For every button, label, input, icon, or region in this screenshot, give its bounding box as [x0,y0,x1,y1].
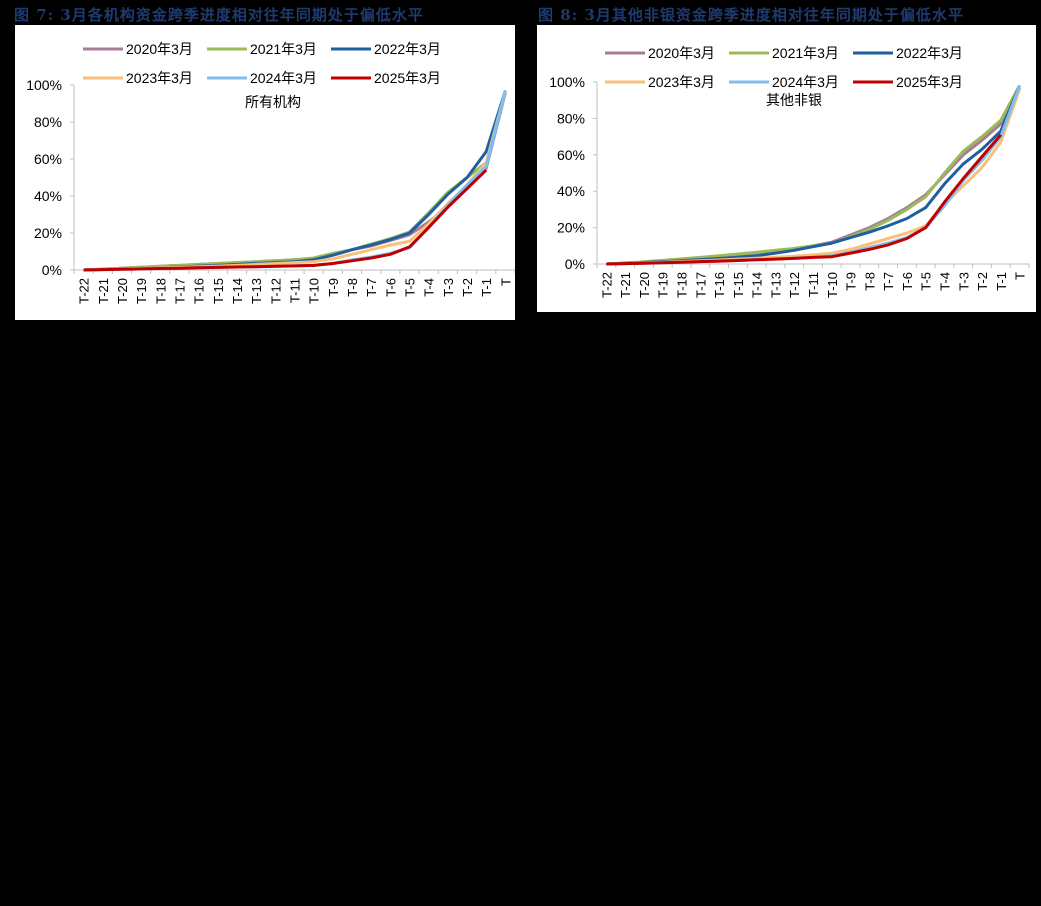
x-tick-label: T-3 [441,278,456,297]
x-tick-label: T-9 [326,278,341,297]
legend-label: 2025年3月 [374,70,441,86]
series-line-20253 [83,169,488,272]
x-tick-label: T-10 [825,272,840,298]
series-line-20203 [606,86,1021,266]
x-tick-label: T-13 [249,278,264,304]
x-tick-label: T-7 [364,278,379,297]
series-line-20213 [83,90,507,272]
x-tick-label: T-9 [844,272,859,291]
series-line-20233 [606,88,1022,266]
x-tick-label: T-14 [750,272,765,298]
x-tick-label: T-3 [956,272,971,291]
y-tick-label: 40% [557,183,585,199]
x-tick-label: T-12 [268,278,283,304]
x-tick-label: T-5 [403,278,418,297]
y-tick-label: 60% [34,151,62,167]
x-tick-label: T-8 [345,278,360,297]
x-tick-label: T-11 [806,272,821,297]
x-tick-label: T-19 [134,278,149,304]
x-tick-label: T-18 [153,278,168,304]
x-tick-label: T-17 [693,272,708,298]
x-tick-label: T-6 [900,272,915,291]
chart-subtitle: 其他非银 [766,92,822,108]
x-tick-label: T-18 [675,272,690,298]
x-tick-label: T-1 [994,272,1009,291]
x-tick-label: T-11 [288,278,303,303]
legend-label: 2022年3月 [374,41,441,57]
legend-label: 2020年3月 [648,45,715,61]
series-line-20243 [606,85,1022,266]
series-line-20203 [83,92,507,272]
x-tick-label: T-12 [787,272,802,298]
chart-panel-other-nonbank: 0% 20% 40% 60% 80% 100% T-22 T-21 T-20 T-19 T-18 T-… [537,25,1036,312]
x-tick-label: T-15 [731,272,746,298]
x-tick-label: T-16 [712,272,727,298]
x-tick-label: T-20 [115,278,130,304]
x-tick-label: T-4 [422,278,437,297]
y-tick-label: 0% [42,262,62,278]
y-tick-label: 40% [34,188,62,204]
x-tick-label: T-20 [637,272,652,298]
x-tick-label: T-19 [656,272,671,298]
line-chart-other-nonbank: 0%20%40%60%80%100%T-22 T-21 T-20 T-19 T-18 T-… [549,45,1030,298]
x-tick-label: T-21 [618,272,633,298]
chart-subtitle: 所有机构 [245,94,301,110]
x-tick-label: T-14 [230,278,245,304]
x-tick-label: T-10 [307,278,322,304]
line-chart-all-institutions: 0% 20% 40% 60% 80% 100% T-22 T-21 T-20 T-19 T-18 T-… [26,41,515,304]
x-tick-label: T-7 [881,272,896,291]
y-tick-label: 100% [26,77,62,93]
y-tick-label: 80% [557,110,585,126]
x-tick-label: T-1 [479,278,494,297]
x-tick-label: T-5 [919,272,934,291]
y-tick-label: 80% [34,114,62,130]
x-tick-label: T-16 [192,278,207,304]
x-tick-label: T-4 [937,272,952,291]
x-tick-label: T-2 [975,272,990,291]
x-tick-label: T [498,278,513,286]
y-tick-label: 100% [549,74,585,90]
x-tick-label: T-22 [77,278,92,304]
legend-label: 2023年3月 [648,74,715,90]
y-tick-label: 20% [557,220,585,236]
x-tick-label: T-21 [96,278,111,304]
legend-label: 2024年3月 [772,74,839,90]
series-line-20253 [606,133,1002,266]
series-line-20223 [83,90,507,272]
x-tick-label: T-2 [460,278,475,297]
legend-label: 2020年3月 [126,41,193,57]
x-tick-label: T-13 [768,272,783,298]
x-tick-label: T [1013,272,1028,280]
x-tick-label: T-15 [211,278,226,304]
x-tick-label: T-8 [862,272,877,291]
x-tick-label: T-22 [599,272,614,298]
x-tick-label: T-6 [383,278,398,297]
chart-panel-all-institutions: 0% 20% 40% 60% 80% 100% T-22 T-21 T-20 T-19 T-18 T-… [15,25,515,320]
y-tick-label: 0% [565,256,585,272]
figure-7-title: 图 7: 3月各机构资金跨季进度相对往年同期处于偏低水平 [14,6,424,24]
y-tick-label: 20% [34,225,62,241]
series-line-20213 [606,84,1021,266]
legend-label: 2021年3月 [250,41,317,57]
legend-label: 2023年3月 [126,70,193,86]
y-tick-label: 60% [557,147,585,163]
legend-label: 2025年3月 [896,74,963,90]
legend-label: 2021年3月 [772,45,839,61]
series-line-20233 [83,90,507,272]
figure-8-title: 图 8: 3月其他非银资金跨季进度相对往年同期处于偏低水平 [538,6,964,24]
legend-label: 2022年3月 [896,45,963,61]
series-line-20243 [83,90,507,272]
x-tick-label: T-17 [172,278,187,304]
legend-label: 2024年3月 [250,70,317,86]
series-line-20223 [606,85,1021,266]
